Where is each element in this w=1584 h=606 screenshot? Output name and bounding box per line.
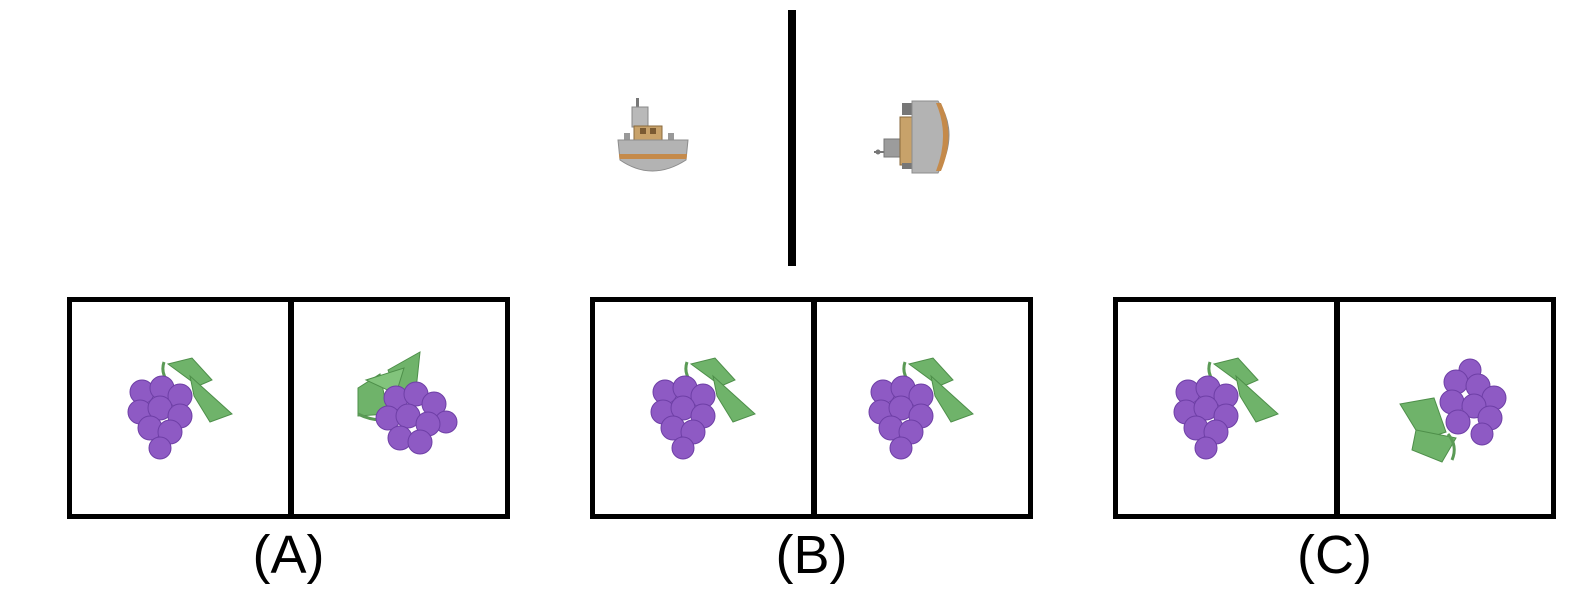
option-c-left-grapes-icon <box>1166 344 1296 474</box>
option-a-divider <box>288 302 294 514</box>
option-a-left-grapes-icon <box>120 344 250 474</box>
reference-ship-left-icon <box>612 90 702 180</box>
option-b-panel[interactable] <box>590 297 1033 519</box>
option-b-left-grapes-icon <box>643 344 773 474</box>
option-c-right-grapes-icon <box>1386 342 1516 472</box>
option-c-divider <box>1334 302 1340 514</box>
option-b-divider <box>811 302 817 514</box>
reference-divider <box>788 10 796 266</box>
option-b-label[interactable]: (B) <box>775 525 848 585</box>
option-a-label[interactable]: (A) <box>252 525 325 585</box>
option-a-right-grapes-icon <box>338 344 468 474</box>
reference-ship-right-icon <box>872 95 962 185</box>
option-a-panel[interactable] <box>67 297 510 519</box>
option-c-panel[interactable] <box>1113 297 1556 519</box>
option-c-label[interactable]: (C) <box>1297 525 1372 585</box>
option-b-right-grapes-icon <box>861 344 991 474</box>
